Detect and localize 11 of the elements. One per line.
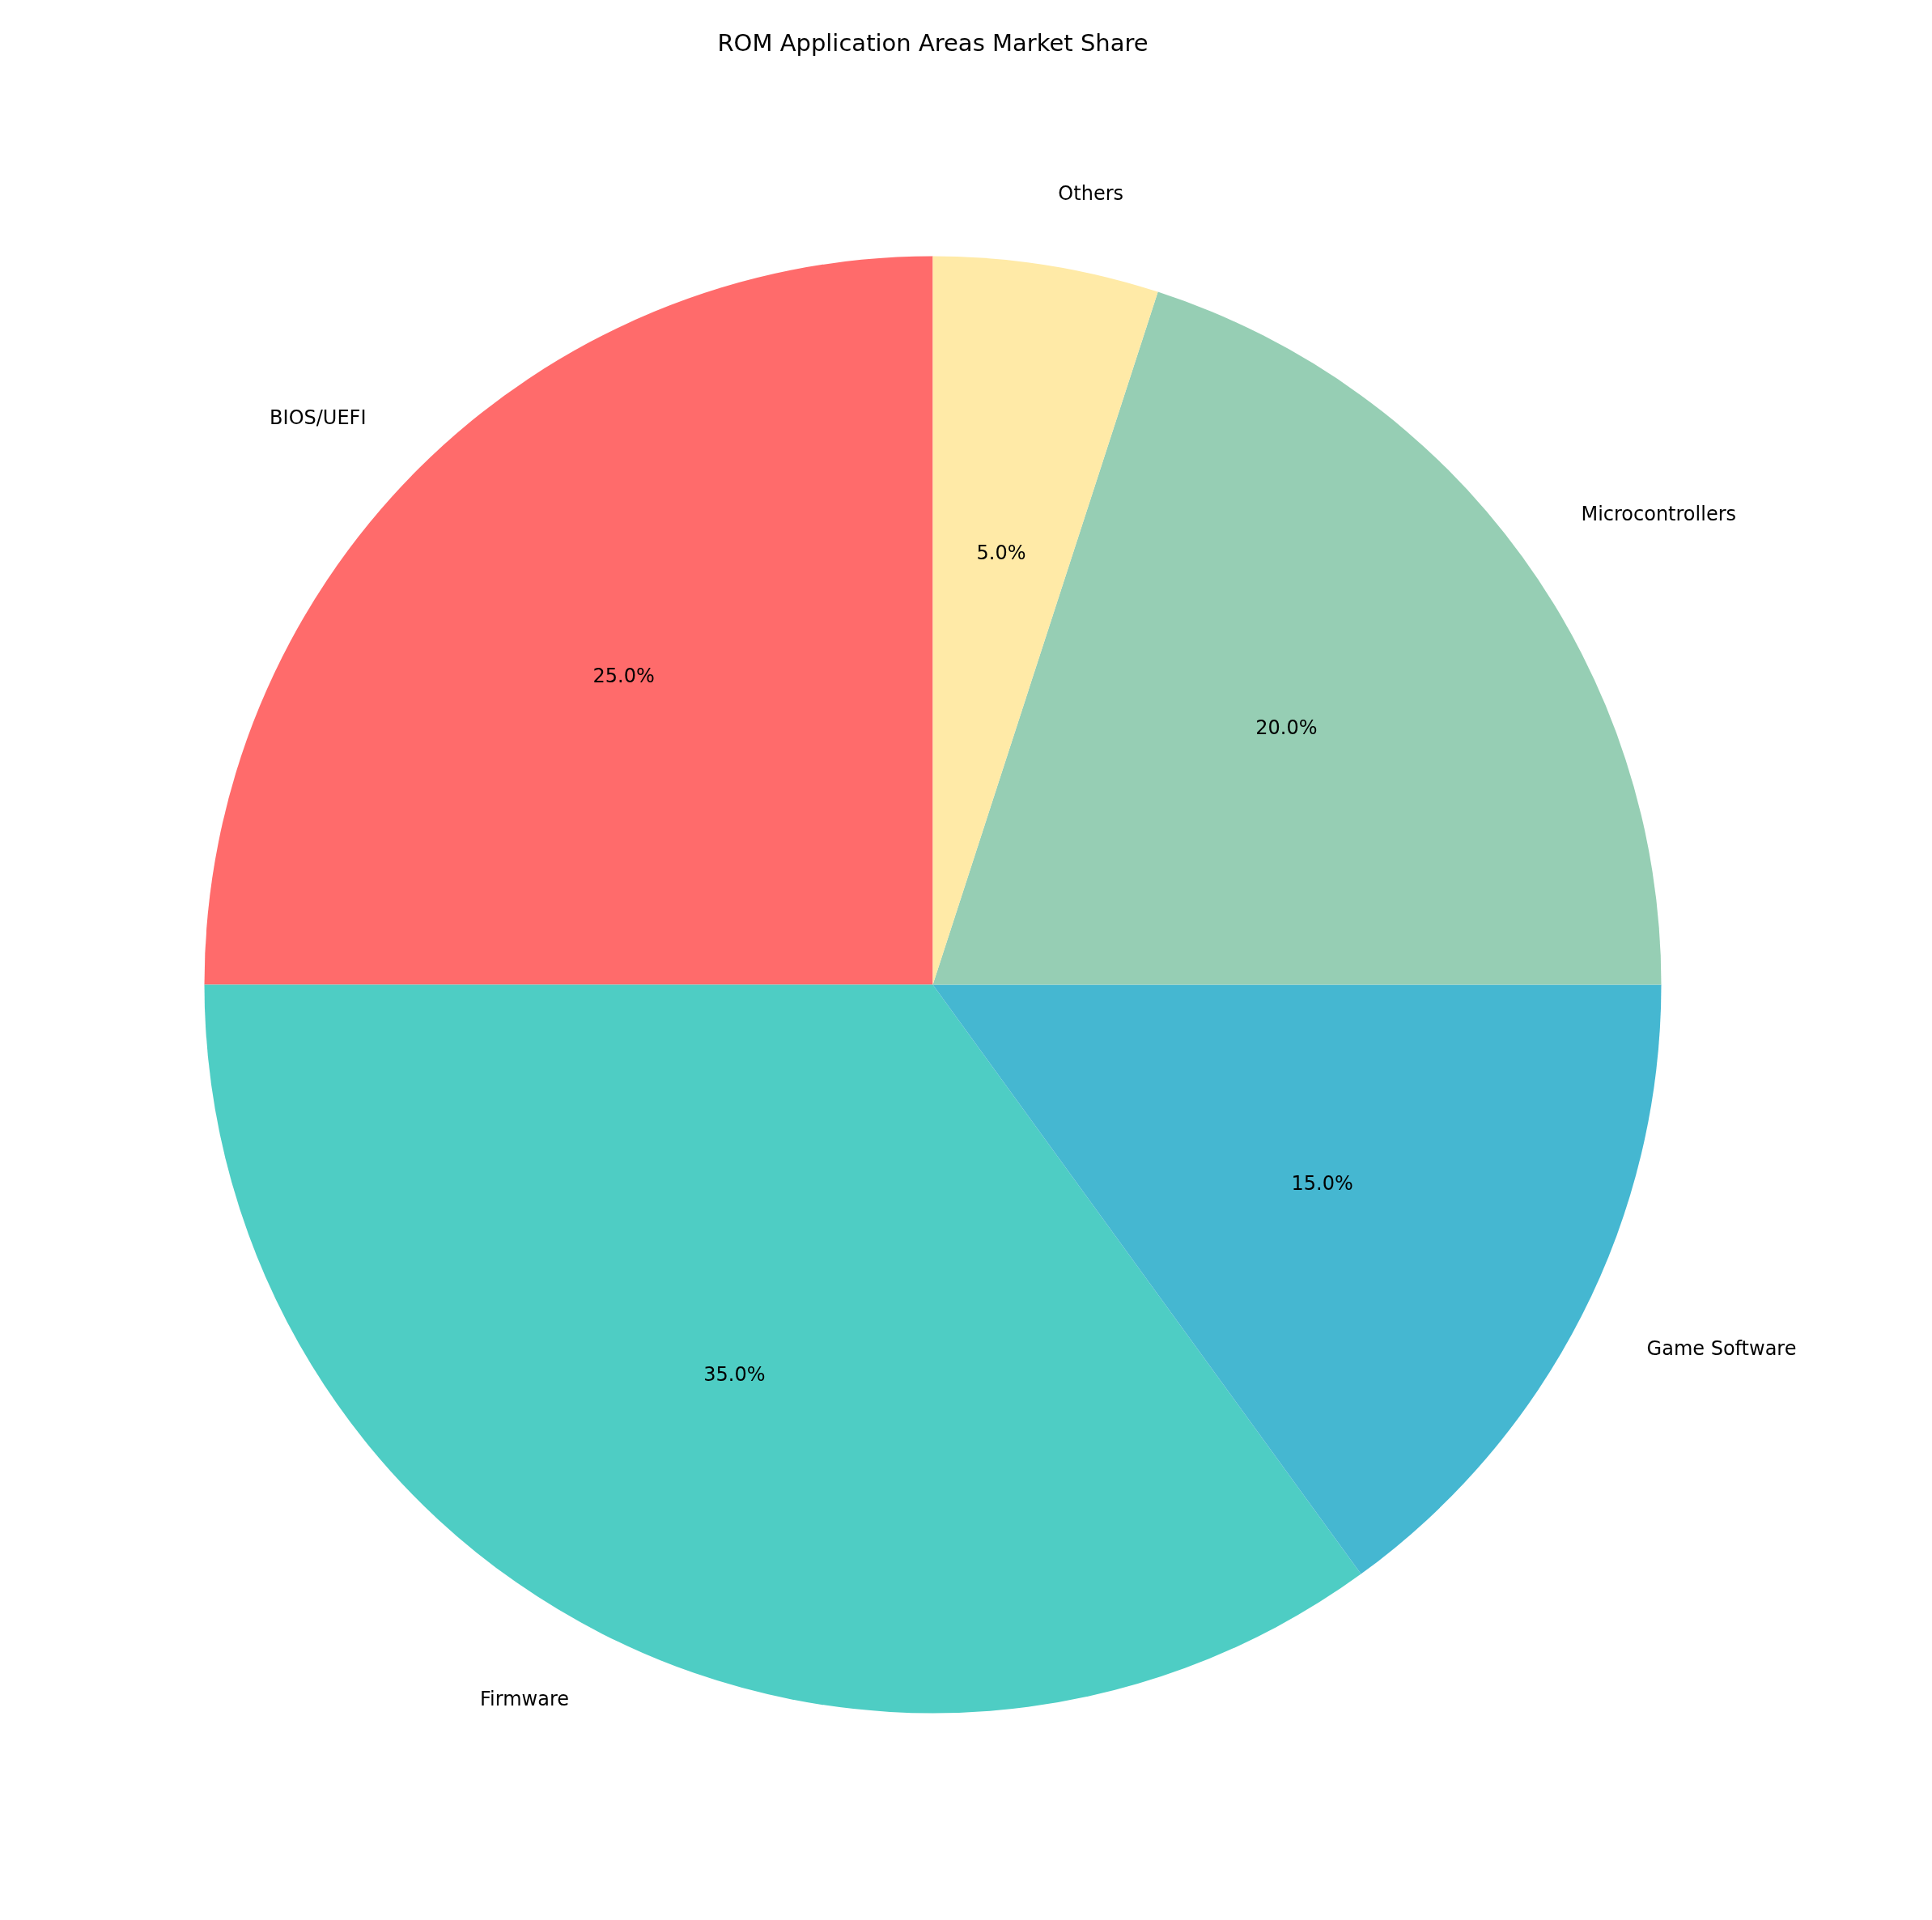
data-label: 25.0% — [592, 664, 655, 687]
slice-label: Microcontrollers — [1581, 502, 1737, 525]
data-label: 35.0% — [703, 1362, 766, 1386]
slice-label: Firmware — [480, 1687, 570, 1710]
slice-label: BIOS/UEFI — [270, 406, 367, 430]
data-label: 5.0% — [976, 542, 1026, 565]
data-label: 20.0% — [1255, 716, 1318, 740]
slice-label: Others — [1058, 181, 1124, 205]
slice-label: Game Software — [1646, 1336, 1797, 1360]
data-label: 15.0% — [1291, 1171, 1353, 1195]
chart-title: ROM Application Areas Market Share — [717, 28, 1149, 57]
